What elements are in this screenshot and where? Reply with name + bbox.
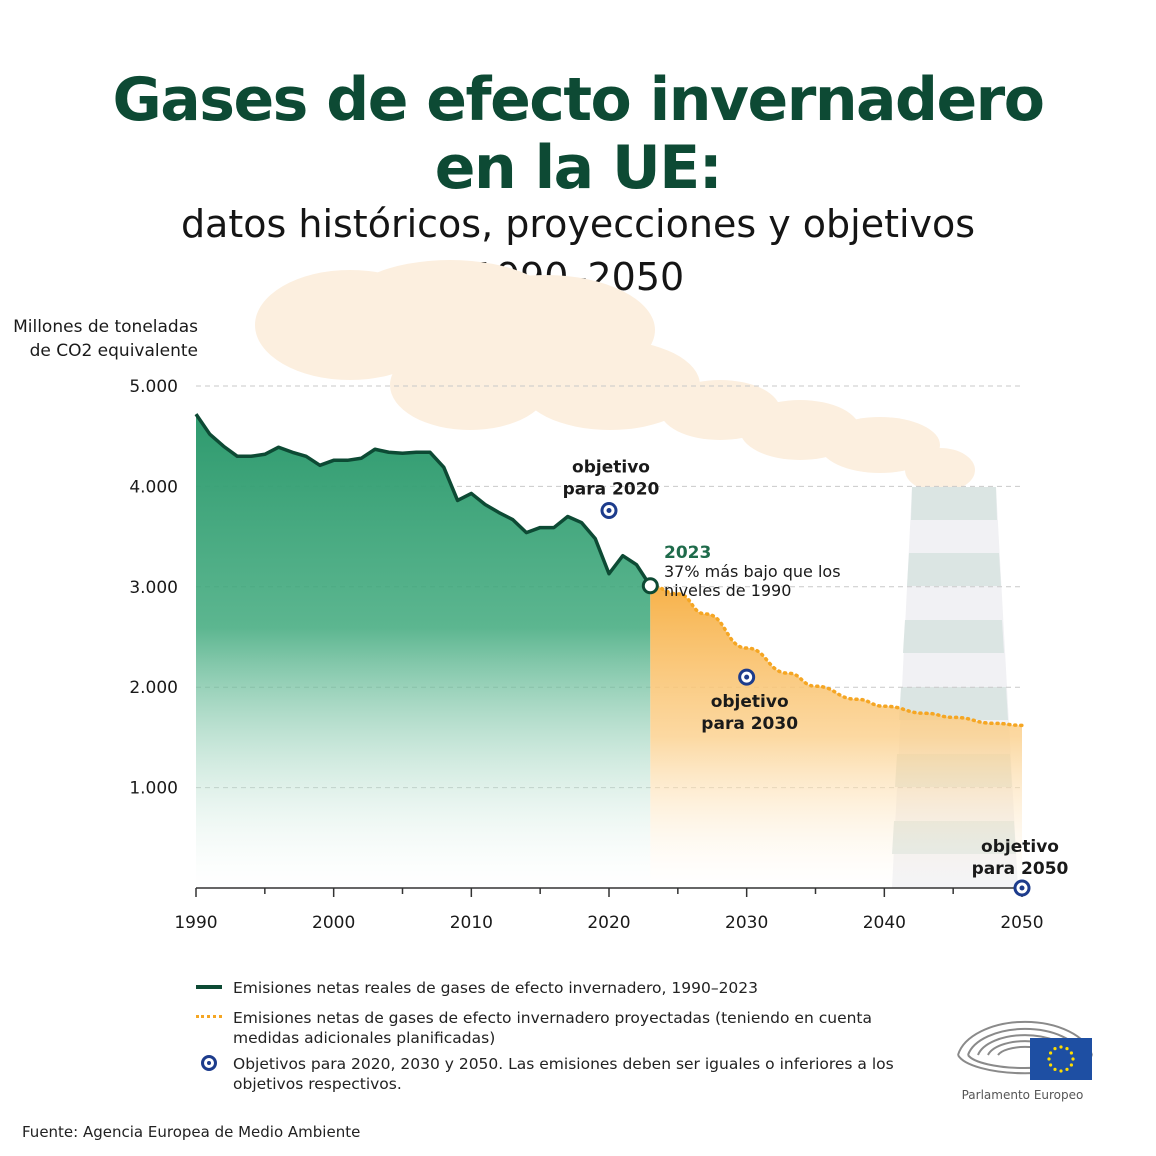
x-tick-label: 2040 [863,913,906,933]
x-tick-label: 2050 [1000,913,1043,933]
x-tick-label: 2000 [312,913,355,933]
annotation-text: 37% más bajo que los [664,562,841,581]
y-axis-label-line1: Millones de toneladas [13,317,198,337]
smoke-cloud-decoration [255,260,975,492]
eu-star [1049,1051,1053,1055]
target-label: para 2050 [972,859,1069,879]
logo-caption: Parlamento Europeo [961,1088,1084,1102]
eu-star [1065,1047,1069,1051]
legend-projected-emissions: Emisiones netas de gases de efecto inver… [233,1009,873,1047]
target-label: objetivo [711,692,789,712]
x-tick-label: 2010 [450,913,493,933]
x-tick-label: 2020 [587,913,630,933]
target-label: para 2030 [701,714,798,734]
target-label: objetivo [572,457,650,477]
target-marker-dot [744,674,750,680]
annotation-year: 2023 [664,543,711,563]
european-parliament-logo [957,1020,1093,1080]
legend-projected-dotted-swatch [196,1015,222,1018]
x-tick-label: 1990 [174,913,217,933]
legend-actual-line-swatch [196,985,222,989]
x-tick-label: 2030 [725,913,768,933]
eu-star [1071,1057,1075,1061]
source-note: Fuente: Agencia Europea de Medio Ambient… [22,1123,361,1141]
target-label: para 2020 [563,479,660,499]
actual-emissions-line [194,413,652,587]
projected-emissions-area [650,585,1022,888]
eu-star [1059,1069,1063,1073]
eu-star [1069,1063,1073,1067]
eu-star [1053,1047,1057,1051]
y-tick-label: 3.000 [129,578,178,598]
legend-target-marker-icon [201,1055,217,1071]
y-tick-label: 5.000 [129,377,178,397]
chart-title-line2: en la UE: [434,133,723,203]
eu-star [1065,1067,1069,1071]
y-axis-label-line2: de CO2 equivalente [29,341,198,361]
annotation-text: niveles de 1990 [664,581,791,600]
chart-subtitle: datos históricos, proyecciones y objetiv… [180,202,976,246]
annotation-2023-marker [641,577,659,595]
eu-star [1059,1045,1063,1049]
y-tick-label: 1.000 [129,779,178,799]
eu-star [1069,1051,1073,1055]
emissions-chart: 1.000 2.000 3.000 4.000 5.000 1990 2000 2010 202… [129,260,1069,933]
legend-targets: Objetivos para 2020, 2030 y 2050. Las em… [233,1055,894,1093]
x-axis [195,887,1023,897]
y-tick-label: 2.000 [129,678,178,698]
target-label: objetivo [981,837,1059,857]
projected-emissions-line [648,584,1024,728]
target-marker-dot [606,507,612,513]
eu-star [1053,1067,1057,1071]
target-marker-dot [1019,885,1025,891]
eu-star [1049,1063,1053,1067]
y-tick-label: 4.000 [129,477,178,497]
actual-emissions-area [196,414,651,888]
eu-star [1047,1057,1051,1061]
legend-actual-emissions: Emisiones netas reales de gases de efect… [233,979,759,997]
chart-title-line1: Gases de efecto invernadero [112,65,1045,135]
